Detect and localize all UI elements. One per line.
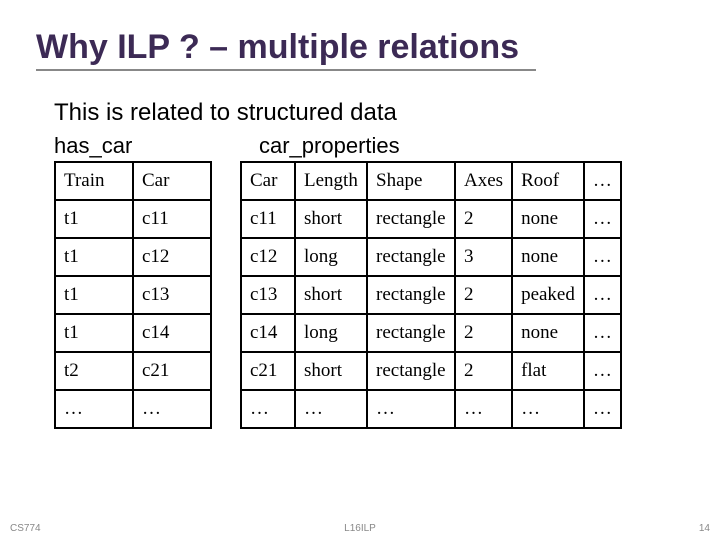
footer-center: L16ILP (344, 523, 376, 534)
car-properties-row: c21shortrectangle2flat… (241, 352, 621, 390)
car-properties-header-cell: Roof (512, 162, 584, 200)
car-properties-cell: … (241, 390, 295, 428)
has-car-cell: … (55, 390, 133, 428)
car-properties-table: CarLengthShapeAxesRoof…c11shortrectangle… (240, 161, 622, 429)
has-car-cell: t1 (55, 314, 133, 352)
car-properties-cell: … (584, 314, 621, 352)
car-properties-row: c12longrectangle3none… (241, 238, 621, 276)
car-properties-header-cell: Axes (455, 162, 512, 200)
has-car-cell: t1 (55, 276, 133, 314)
has-car-label: has_car (54, 133, 259, 159)
has-car-cell: … (133, 390, 211, 428)
car-properties-header-cell: Length (295, 162, 367, 200)
car-properties-header-cell: Car (241, 162, 295, 200)
has-car-cell: t1 (55, 238, 133, 276)
car-properties-cell: … (584, 390, 621, 428)
car-properties-cell: short (295, 200, 367, 238)
car-properties-cell: c14 (241, 314, 295, 352)
car-properties-cell: … (295, 390, 367, 428)
has-car-header-row: TrainCar (55, 162, 211, 200)
car-properties-row: c11shortrectangle2none… (241, 200, 621, 238)
car-properties-cell: rectangle (367, 314, 455, 352)
car-properties-cell: … (512, 390, 584, 428)
has-car-header-cell: Car (133, 162, 211, 200)
car-properties-cell: 3 (455, 238, 512, 276)
car-properties-cell: none (512, 314, 584, 352)
car-properties-cell: flat (512, 352, 584, 390)
car-properties-cell: 2 (455, 352, 512, 390)
car-properties-cell: none (512, 238, 584, 276)
car-properties-row: c13shortrectangle2peaked… (241, 276, 621, 314)
car-properties-header-cell: Shape (367, 162, 455, 200)
has-car-row: …… (55, 390, 211, 428)
car-properties-cell: rectangle (367, 352, 455, 390)
slide: Why ILP ? – multiple relations This is r… (0, 0, 720, 540)
car-properties-cell: … (367, 390, 455, 428)
car-properties-cell: none (512, 200, 584, 238)
car-properties-cell: rectangle (367, 238, 455, 276)
car-properties-cell: long (295, 238, 367, 276)
car-properties-cell: c21 (241, 352, 295, 390)
has-car-row: t2c21 (55, 352, 211, 390)
car-properties-cell: … (584, 200, 621, 238)
car-properties-cell: rectangle (367, 200, 455, 238)
car-properties-row: ……………… (241, 390, 621, 428)
car-properties-row: c14longrectangle2none… (241, 314, 621, 352)
has-car-row: t1c11 (55, 200, 211, 238)
car-properties-cell: long (295, 314, 367, 352)
has-car-cell: t2 (55, 352, 133, 390)
has-car-cell: t1 (55, 200, 133, 238)
has-car-cell: c13 (133, 276, 211, 314)
tables-container: TrainCart1c11t1c12t1c13t1c14t2c21…… CarL… (54, 161, 684, 429)
car-properties-cell: … (584, 276, 621, 314)
title-underline (36, 69, 536, 71)
has-car-cell: c21 (133, 352, 211, 390)
has-car-cell: c11 (133, 200, 211, 238)
car-properties-cell: c12 (241, 238, 295, 276)
car-properties-cell: … (584, 352, 621, 390)
car-properties-header-row: CarLengthShapeAxesRoof… (241, 162, 621, 200)
footer-left: CS774 (10, 523, 41, 534)
car-properties-cell: 2 (455, 314, 512, 352)
car-properties-cell: peaked (512, 276, 584, 314)
has-car-cell: c14 (133, 314, 211, 352)
has-car-row: t1c12 (55, 238, 211, 276)
has-car-row: t1c14 (55, 314, 211, 352)
car-properties-cell: short (295, 276, 367, 314)
car-properties-header-cell: … (584, 162, 621, 200)
has-car-table: TrainCart1c11t1c12t1c13t1c14t2c21…… (54, 161, 212, 429)
car-properties-label: car_properties (259, 133, 400, 159)
slide-subtitle: This is related to structured data (54, 99, 684, 127)
car-properties-cell: rectangle (367, 276, 455, 314)
car-properties-cell: … (584, 238, 621, 276)
footer-right: 14 (699, 523, 710, 534)
car-properties-cell: … (455, 390, 512, 428)
has-car-cell: c12 (133, 238, 211, 276)
car-properties-cell: c13 (241, 276, 295, 314)
car-properties-cell: 2 (455, 276, 512, 314)
has-car-row: t1c13 (55, 276, 211, 314)
has-car-header-cell: Train (55, 162, 133, 200)
table-labels-row: has_car car_properties (54, 133, 684, 159)
slide-title: Why ILP ? – multiple relations (36, 28, 684, 67)
car-properties-cell: 2 (455, 200, 512, 238)
car-properties-cell: short (295, 352, 367, 390)
car-properties-cell: c11 (241, 200, 295, 238)
